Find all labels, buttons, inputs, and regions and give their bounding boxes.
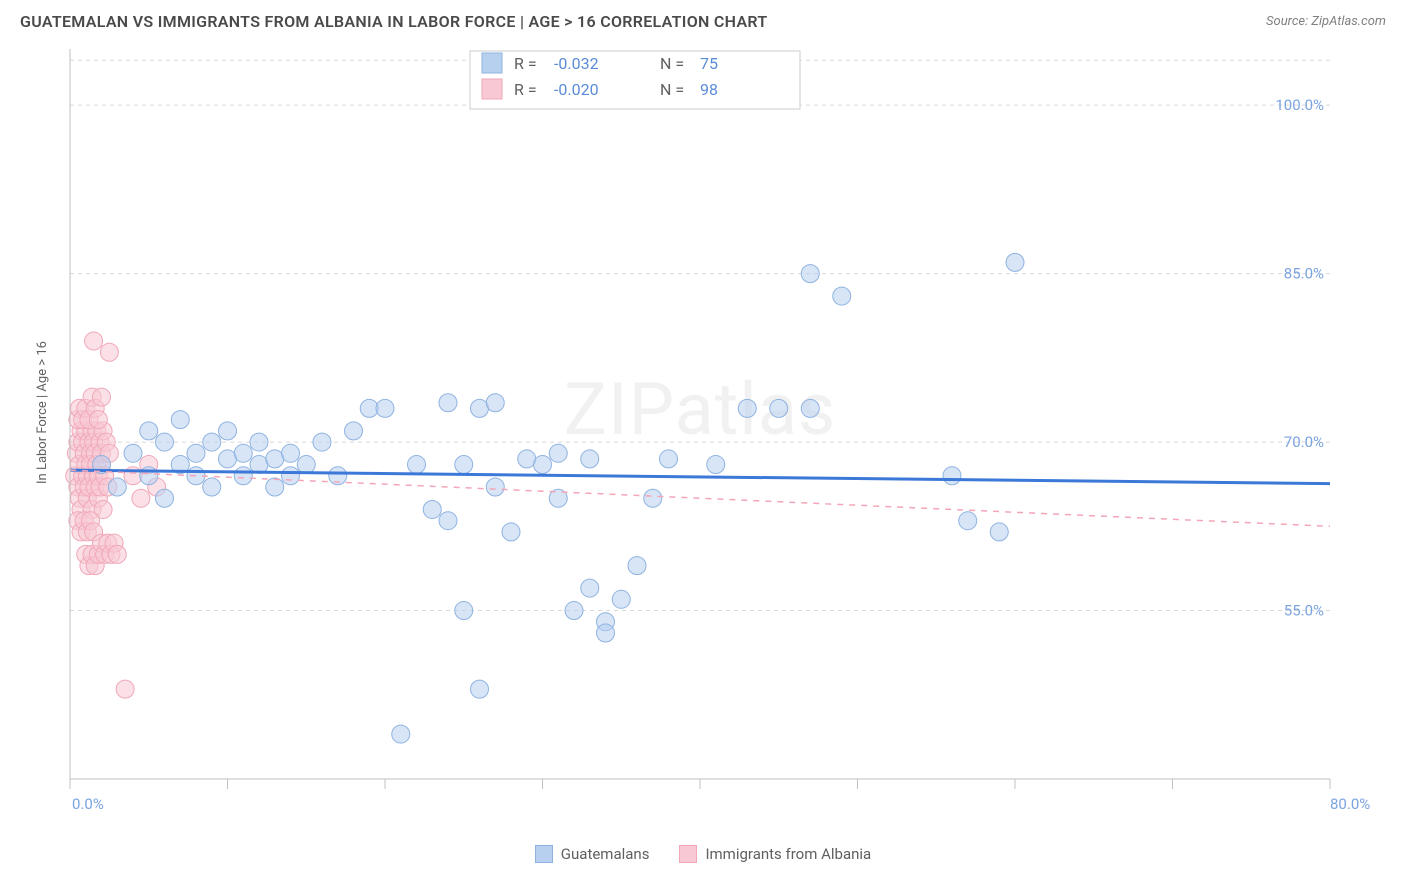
data-point — [660, 450, 678, 468]
data-point — [455, 602, 473, 620]
legend-swatch-pink — [679, 845, 697, 863]
data-point — [1006, 253, 1024, 271]
data-point — [250, 433, 268, 451]
data-point — [833, 287, 851, 305]
chart-title: GUATEMALAN VS IMMIGRANTS FROM ALBANIA IN… — [20, 12, 768, 31]
data-point — [549, 444, 567, 462]
data-point — [187, 444, 205, 462]
data-point — [612, 590, 630, 608]
legend-N-value: 75 — [700, 54, 718, 73]
data-point — [597, 624, 615, 642]
legend-R-label: R = — [514, 54, 537, 73]
legend-swatch — [482, 79, 502, 99]
data-point — [140, 422, 158, 440]
legend-R-value: -0.020 — [554, 80, 599, 99]
data-point — [423, 500, 441, 518]
scatter-chart: 55.0% 70.0% 85.0% 100.0% ZIPatlas 0.0% 80.0% In… — [20, 39, 1386, 839]
data-point — [345, 422, 363, 440]
data-point — [801, 399, 819, 417]
data-point — [707, 456, 725, 474]
data-point — [628, 557, 646, 575]
trendline — [70, 470, 1330, 483]
data-point — [203, 478, 221, 496]
data-point — [85, 332, 103, 350]
y-tick-label: 55.0% — [1284, 602, 1324, 620]
data-point — [770, 399, 788, 417]
data-point — [581, 579, 599, 597]
title-bar: GUATEMALAN VS IMMIGRANTS FROM ALBANIA IN… — [0, 0, 1406, 39]
trendline — [70, 470, 1330, 526]
data-point — [534, 456, 552, 474]
data-point — [959, 512, 977, 530]
legend-item-guatemalans: Guatemalans — [535, 845, 650, 863]
data-point — [124, 444, 142, 462]
y-tick-label: 100.0% — [1275, 96, 1324, 114]
data-point — [100, 343, 118, 361]
bottom-legend: Guatemalans Immigrants from Albania — [0, 839, 1406, 863]
data-point — [738, 399, 756, 417]
data-point — [486, 394, 504, 412]
legend-N-label: N = — [660, 54, 684, 73]
data-point — [282, 467, 300, 485]
data-point — [116, 680, 134, 698]
data-point — [455, 456, 473, 474]
data-point — [392, 725, 410, 743]
legend-swatch-blue — [535, 845, 553, 863]
data-point — [313, 433, 331, 451]
y-tick-label: 85.0% — [1284, 265, 1324, 283]
legend-R-label: R = — [514, 80, 537, 99]
data-point — [156, 489, 174, 507]
data-point — [439, 512, 457, 530]
legend-item-albania: Immigrants from Albania — [679, 845, 871, 863]
data-point — [471, 680, 489, 698]
data-point — [990, 523, 1008, 541]
data-point — [93, 388, 111, 406]
x-max-label: 80.0% — [1330, 795, 1370, 813]
data-point — [801, 265, 819, 283]
data-point — [486, 478, 504, 496]
legend-label: Guatemalans — [561, 845, 650, 863]
data-point — [234, 467, 252, 485]
data-point — [266, 478, 284, 496]
data-point — [502, 523, 520, 541]
legend-R-value: -0.032 — [554, 54, 599, 73]
data-point — [376, 399, 394, 417]
legend-N-value: 98 — [700, 80, 718, 99]
x-min-label: 0.0% — [72, 795, 104, 813]
data-point — [132, 489, 150, 507]
data-point — [156, 433, 174, 451]
y-axis-title: In Labor Force | Age > 16 — [35, 341, 50, 484]
data-point — [108, 545, 126, 563]
watermark: ZIPatlas — [564, 367, 836, 452]
data-point — [234, 444, 252, 462]
data-point — [644, 489, 662, 507]
data-point — [439, 394, 457, 412]
chart-area: 55.0% 70.0% 85.0% 100.0% ZIPatlas 0.0% 80.0% In… — [20, 39, 1386, 839]
data-point — [282, 444, 300, 462]
data-point — [581, 450, 599, 468]
data-point — [171, 411, 189, 429]
data-point — [297, 456, 315, 474]
legend-N-label: N = — [660, 80, 684, 99]
data-point — [219, 422, 237, 440]
legend-label: Immigrants from Albania — [705, 845, 871, 863]
data-point — [203, 433, 221, 451]
y-tick-label: 70.0% — [1284, 433, 1324, 451]
data-point — [89, 411, 107, 429]
data-point — [565, 602, 583, 620]
data-point — [943, 467, 961, 485]
source-label: Source: ZipAtlas.com — [1266, 14, 1386, 29]
data-point — [108, 478, 126, 496]
legend-swatch — [482, 53, 502, 73]
data-point — [408, 456, 426, 474]
